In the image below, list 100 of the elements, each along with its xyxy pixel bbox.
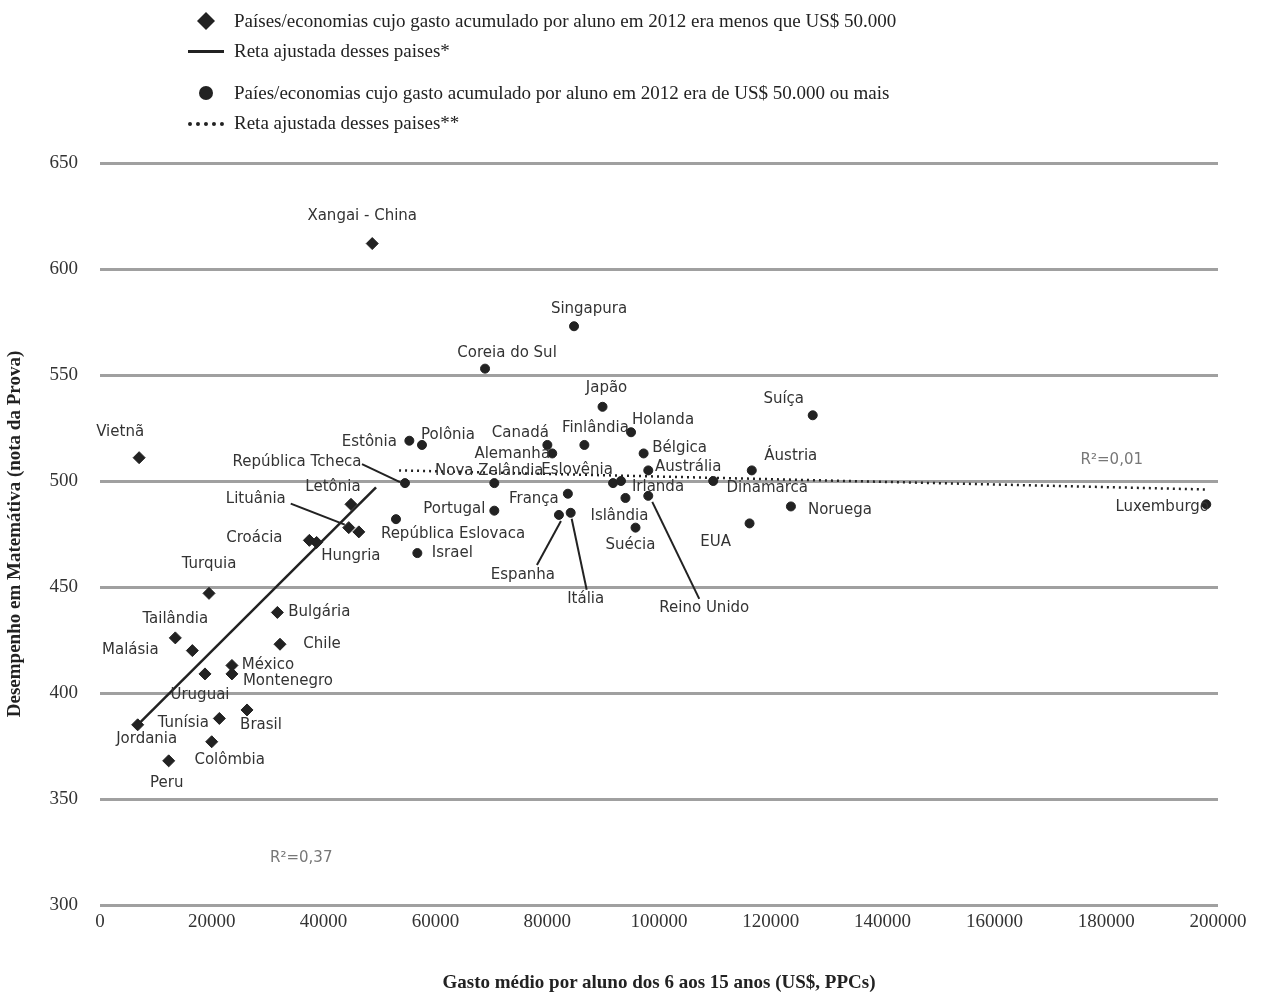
legend-label: Países/economias cujo gasto acumulado por aluno em 2012 era menos que US$ 50.000 <box>234 10 897 32</box>
point <box>565 507 576 518</box>
x-tick-label: 60000 <box>411 910 460 932</box>
annotation: Reino Unido <box>659 597 750 616</box>
point <box>310 535 324 549</box>
annotation: R²=0,01 <box>1080 449 1143 468</box>
point <box>344 497 358 511</box>
legend-label: Reta ajustada desses paises** <box>234 112 460 134</box>
y-tick-label: 300 <box>49 892 78 914</box>
annotation: Itália <box>567 588 605 607</box>
y-tick-label: 500 <box>49 468 78 490</box>
y-tick-label: 350 <box>49 786 78 808</box>
annotation: Chile <box>303 634 341 653</box>
y-tick-label: 650 <box>49 150 78 172</box>
point <box>579 439 590 450</box>
x-tick-label: 200000 <box>1189 910 1247 932</box>
point <box>212 711 226 725</box>
point <box>597 401 608 412</box>
annotation: EUA <box>700 532 732 551</box>
point <box>643 465 654 476</box>
annotation: Croácia <box>226 528 283 547</box>
x-tick-label: 20000 <box>188 910 236 932</box>
point <box>240 703 254 717</box>
point <box>744 518 755 529</box>
point <box>132 451 146 465</box>
point <box>205 735 219 749</box>
y-axis-title: Desempenho em Matemátiva (nota da Prova) <box>3 350 26 718</box>
annotation: Coreia do Sul <box>457 342 557 361</box>
annotation: Islândia <box>590 505 649 524</box>
point <box>185 644 199 658</box>
point <box>643 490 654 501</box>
annotation: Israel <box>431 542 473 561</box>
annotation: Singapura <box>550 299 628 318</box>
annotation: Canadá <box>491 422 549 441</box>
y-tick-label: 400 <box>49 680 78 702</box>
point <box>480 363 491 374</box>
point <box>412 548 423 559</box>
annotation: R²=0,37 <box>270 848 333 867</box>
point <box>270 605 284 619</box>
point <box>746 465 757 476</box>
point <box>352 525 366 539</box>
point <box>708 476 719 486</box>
point <box>365 237 379 251</box>
point <box>131 718 145 732</box>
x-tick-label: 140000 <box>854 910 912 932</box>
point <box>489 478 500 489</box>
x-tick-label: 0 <box>95 910 105 932</box>
point <box>162 754 176 768</box>
annotation: Lituânia <box>225 488 286 507</box>
annotation: Noruega <box>807 500 872 519</box>
y-tick-label: 600 <box>49 256 78 278</box>
annotation: Suíça <box>763 389 805 408</box>
annotation: França <box>508 488 559 507</box>
annotation: Irlanda <box>631 476 685 495</box>
annotation: Vietnã <box>96 421 145 440</box>
x-axis-title: Gasto médio por aluno dos 6 aos 15 anos (US$, PPCs) <box>442 970 876 993</box>
x-tick-label: 160000 <box>965 910 1023 932</box>
annotation: Suécia <box>605 534 656 553</box>
annotation: Bulgária <box>288 602 351 621</box>
annotation: Polônia <box>421 424 475 443</box>
x-tick-label: 40000 <box>299 910 348 932</box>
annotation: Portugal <box>423 498 486 517</box>
point <box>569 321 580 332</box>
annotation: Malásia <box>102 640 159 659</box>
annotation: República Tcheca <box>232 452 362 471</box>
annotation: Colômbia <box>194 749 265 768</box>
legend-label: Reta ajustada desses paises* <box>234 40 450 62</box>
point <box>198 667 212 681</box>
annotation: Finlândia <box>561 417 629 436</box>
annotation: Dinamarca <box>726 477 808 496</box>
point <box>168 631 182 645</box>
legend-label: Paíes/economias cujo gasto acumulado por aluno em 2012 era de US$ 50.000 ou mais <box>234 82 890 104</box>
point <box>785 501 796 512</box>
annotation: Letônia <box>305 477 361 496</box>
point <box>615 476 626 486</box>
point <box>562 488 573 499</box>
annotation: Alemanha <box>474 444 551 463</box>
point <box>399 478 410 489</box>
annotation: Holanda <box>632 410 695 429</box>
annotation: Tailândia <box>141 608 209 627</box>
annotation: Uruguai <box>170 684 230 703</box>
point <box>273 637 287 651</box>
annotation: Xangai - China <box>307 206 418 225</box>
y-tick-label: 550 <box>49 362 78 384</box>
annotation: Japão <box>584 377 628 396</box>
annotation: Peru <box>149 772 184 791</box>
x-tick-label: 120000 <box>742 910 800 932</box>
y-tick-label: 450 <box>49 574 78 596</box>
point <box>630 522 641 533</box>
annotation: Bélgica <box>652 438 708 457</box>
annotation: Espanha <box>490 564 556 583</box>
annotation: Turquia <box>180 554 237 573</box>
annotation: Estônia <box>341 431 397 450</box>
point <box>608 478 619 489</box>
point <box>342 521 356 535</box>
point <box>620 492 631 503</box>
point <box>404 435 415 446</box>
annotation: Austrália <box>655 457 722 476</box>
point <box>489 505 500 516</box>
point <box>225 667 239 681</box>
